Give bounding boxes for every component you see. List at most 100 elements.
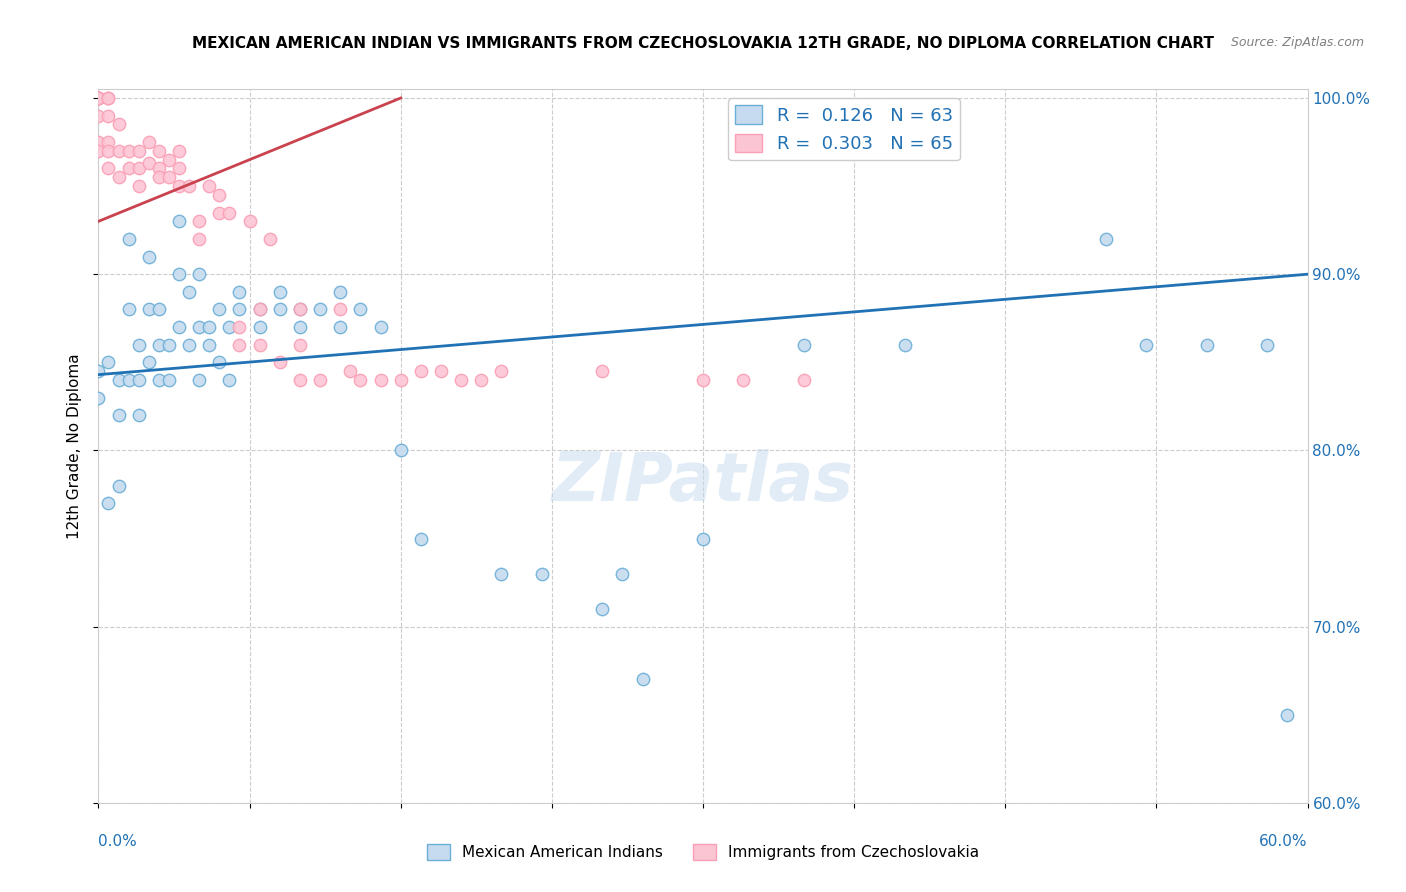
Point bbox=[249, 302, 271, 317]
Point bbox=[148, 144, 170, 158]
Point bbox=[87, 91, 110, 105]
Point bbox=[138, 156, 160, 170]
Point bbox=[733, 373, 755, 387]
Point bbox=[612, 566, 634, 581]
Point bbox=[228, 337, 250, 351]
Point bbox=[339, 364, 361, 378]
Point bbox=[349, 302, 371, 317]
Point bbox=[591, 602, 613, 616]
Point bbox=[128, 337, 150, 351]
Point bbox=[1256, 337, 1278, 351]
Point bbox=[157, 337, 180, 351]
Point bbox=[97, 135, 120, 149]
Point bbox=[329, 285, 352, 299]
Point bbox=[218, 205, 240, 219]
Point bbox=[138, 355, 160, 369]
Point bbox=[288, 337, 311, 351]
Point bbox=[491, 566, 513, 581]
Point bbox=[239, 214, 262, 228]
Point bbox=[118, 302, 141, 317]
Point bbox=[107, 408, 129, 422]
Point bbox=[208, 355, 231, 369]
Point bbox=[1135, 337, 1157, 351]
Point bbox=[167, 144, 190, 158]
Point bbox=[97, 161, 120, 176]
Point bbox=[389, 373, 412, 387]
Point bbox=[97, 496, 120, 510]
Point bbox=[138, 250, 160, 264]
Point bbox=[87, 91, 110, 105]
Point bbox=[97, 109, 120, 123]
Point bbox=[450, 373, 472, 387]
Text: 60.0%: 60.0% bbox=[1260, 834, 1308, 849]
Legend: R =  0.126   N = 63, R =  0.303   N = 65: R = 0.126 N = 63, R = 0.303 N = 65 bbox=[728, 98, 960, 161]
Point bbox=[167, 214, 190, 228]
Point bbox=[167, 267, 190, 281]
Point bbox=[631, 673, 654, 687]
Point bbox=[107, 144, 129, 158]
Point bbox=[138, 302, 160, 317]
Point bbox=[288, 302, 311, 317]
Point bbox=[249, 302, 271, 317]
Point bbox=[208, 302, 231, 317]
Point bbox=[118, 144, 141, 158]
Point bbox=[430, 364, 453, 378]
Point bbox=[530, 566, 553, 581]
Point bbox=[409, 532, 432, 546]
Point bbox=[309, 302, 332, 317]
Point bbox=[148, 161, 170, 176]
Point bbox=[97, 144, 120, 158]
Point bbox=[692, 373, 714, 387]
Text: Source: ZipAtlas.com: Source: ZipAtlas.com bbox=[1230, 36, 1364, 49]
Point bbox=[370, 373, 392, 387]
Point bbox=[1277, 707, 1299, 722]
Point bbox=[179, 337, 201, 351]
Point bbox=[148, 373, 170, 387]
Point bbox=[470, 373, 492, 387]
Point bbox=[188, 373, 211, 387]
Point bbox=[107, 170, 129, 185]
Point bbox=[188, 214, 211, 228]
Point bbox=[157, 373, 180, 387]
Point bbox=[208, 205, 231, 219]
Point bbox=[218, 373, 240, 387]
Point bbox=[179, 285, 201, 299]
Point bbox=[118, 232, 141, 246]
Point bbox=[288, 302, 311, 317]
Point bbox=[349, 373, 371, 387]
Point bbox=[128, 408, 150, 422]
Point bbox=[128, 373, 150, 387]
Point bbox=[118, 373, 141, 387]
Point bbox=[1095, 232, 1118, 246]
Point bbox=[148, 337, 170, 351]
Point bbox=[157, 153, 180, 167]
Point bbox=[128, 161, 150, 176]
Point bbox=[179, 179, 201, 194]
Point bbox=[148, 302, 170, 317]
Point bbox=[107, 373, 129, 387]
Text: 0.0%: 0.0% bbox=[98, 834, 138, 849]
Point bbox=[389, 443, 412, 458]
Point bbox=[198, 179, 221, 194]
Point bbox=[1195, 337, 1218, 351]
Point bbox=[692, 532, 714, 546]
Point bbox=[329, 320, 352, 334]
Point bbox=[249, 337, 271, 351]
Point bbox=[228, 285, 250, 299]
Point bbox=[409, 364, 432, 378]
Point bbox=[97, 355, 120, 369]
Point bbox=[87, 91, 110, 105]
Point bbox=[269, 302, 291, 317]
Point bbox=[288, 373, 311, 387]
Text: MEXICAN AMERICAN INDIAN VS IMMIGRANTS FROM CZECHOSLOVAKIA 12TH GRADE, NO DIPLOMA: MEXICAN AMERICAN INDIAN VS IMMIGRANTS FR… bbox=[193, 36, 1213, 51]
Point bbox=[228, 320, 250, 334]
Point bbox=[167, 320, 190, 334]
Point bbox=[87, 109, 110, 123]
Point bbox=[87, 135, 110, 149]
Point bbox=[97, 91, 120, 105]
Point bbox=[188, 267, 211, 281]
Point bbox=[309, 373, 332, 387]
Point bbox=[148, 170, 170, 185]
Point bbox=[269, 355, 291, 369]
Point bbox=[138, 135, 160, 149]
